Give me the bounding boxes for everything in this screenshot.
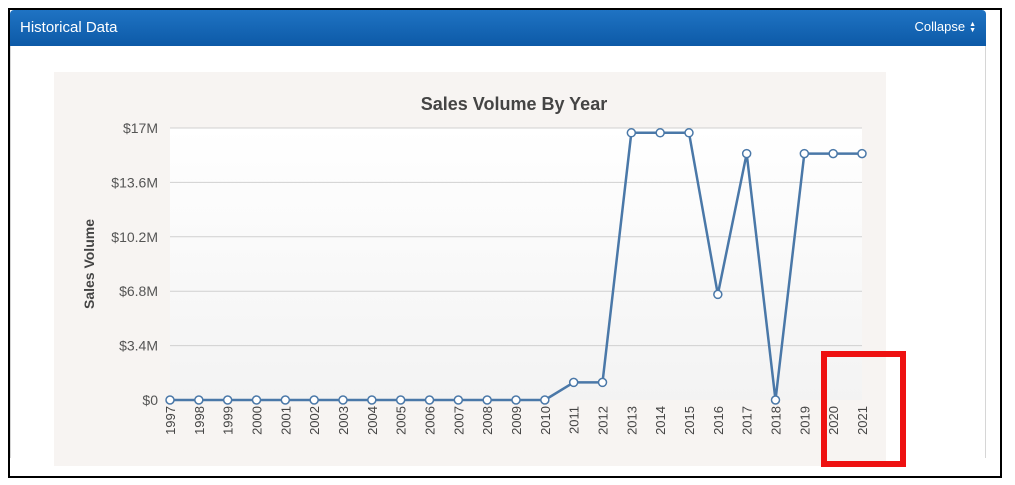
panel-body (10, 46, 986, 458)
data-point (424, 395, 435, 405)
data-point (453, 395, 464, 405)
y-tick-label: $3.4M (119, 338, 158, 354)
plot-area (170, 128, 862, 400)
x-tick-label: 1998 (192, 406, 207, 435)
data-point (511, 395, 521, 405)
data-point (222, 395, 233, 405)
x-tick-label: 2018 (769, 406, 784, 435)
x-tick-label: 2008 (480, 406, 495, 435)
x-tick-label: 2005 (394, 406, 409, 435)
data-point (367, 395, 377, 405)
panel-header: Historical Data Collapse ▲ ▼ (10, 10, 986, 46)
panel-title: Historical Data (20, 19, 118, 36)
x-tick-label: 2011 (567, 406, 582, 434)
data-point (309, 395, 319, 405)
collapse-button[interactable]: Collapse ▲ ▼ (914, 19, 976, 34)
y-tick-label: $6.8M (119, 283, 158, 299)
x-tick-label: 2015 (682, 406, 697, 435)
x-tick-label: 2002 (307, 406, 322, 435)
data-point (540, 395, 550, 405)
data-point (482, 395, 492, 405)
data-point (165, 395, 175, 405)
x-tick-label: 2006 (423, 406, 438, 435)
data-point (828, 148, 838, 159)
x-tick-label: 2019 (797, 406, 812, 435)
data-point (597, 377, 608, 388)
x-tick-label: 2007 (451, 406, 466, 435)
data-point (251, 395, 262, 405)
chart-title: Sales Volume By Year (421, 94, 607, 114)
x-tick-label: 2014 (653, 406, 668, 435)
data-point (655, 128, 665, 138)
x-tick-label: 2012 (596, 406, 611, 435)
data-point (194, 395, 204, 405)
x-tick-label: 2017 (740, 406, 755, 435)
x-tick-label: 2020 (826, 406, 841, 435)
x-tick-label: 2010 (538, 406, 553, 435)
x-tick-label: 1997 (163, 406, 178, 435)
data-point (684, 128, 694, 138)
y-axis-label: Sales Volume (81, 219, 97, 309)
x-tick-label: 2000 (250, 406, 265, 435)
data-point (770, 395, 781, 405)
y-tick-label: $0 (142, 392, 158, 408)
sort-caret-icon: ▲ ▼ (969, 20, 976, 34)
data-point (568, 377, 579, 388)
y-tick-label: $13.6M (111, 174, 158, 190)
x-tick-label: 2001 (278, 406, 293, 435)
x-tick-label: 1999 (221, 406, 236, 435)
x-tick-label: 2013 (624, 406, 639, 435)
y-tick-label: $17M (123, 120, 158, 136)
x-tick-label: 2004 (365, 406, 380, 435)
data-point (741, 148, 752, 159)
data-point (338, 395, 348, 405)
data-point (799, 148, 810, 159)
y-tick-label: $10.2M (111, 229, 158, 245)
x-tick-label: 2016 (711, 406, 726, 435)
x-tick-label: 2003 (336, 406, 351, 435)
data-point (713, 289, 723, 300)
highlight-box (821, 351, 906, 467)
collapse-label: Collapse (914, 19, 966, 34)
x-tick-label: 2021 (855, 406, 870, 435)
data-point (395, 395, 406, 405)
data-point (626, 128, 637, 138)
data-point (857, 148, 867, 159)
data-point (280, 395, 291, 405)
x-tick-label: 2009 (509, 406, 524, 435)
